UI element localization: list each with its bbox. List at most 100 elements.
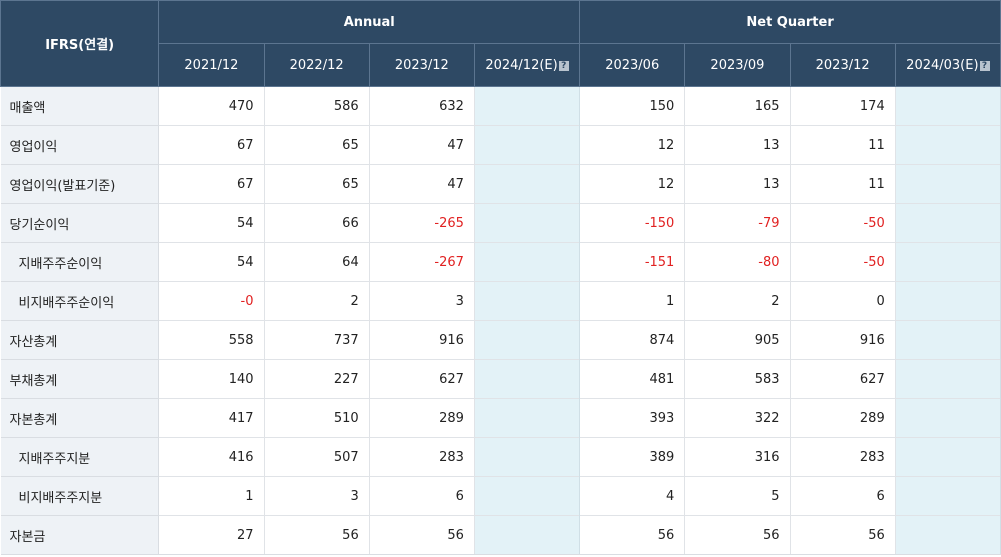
quarter-value-cell: 393 (579, 398, 686, 438)
quarter-value-cell: 389 (579, 437, 686, 477)
quarter-value-cell: 13 (684, 125, 791, 165)
help-icon[interactable]: ? (558, 60, 569, 71)
quarter-estimate-cell (895, 164, 1001, 204)
row-label[interactable]: 당기순이익 (0, 203, 160, 243)
row-label[interactable]: 부채총계 (0, 359, 160, 399)
quarter-estimate-cell (895, 437, 1001, 477)
table-row: 비지배주주순이익 -0 2 3 1 2 0 (0, 281, 1001, 321)
annual-group-header: Annual (158, 0, 581, 44)
annual-value-cell: 916 (369, 320, 475, 360)
annual-estimate-cell (474, 515, 581, 555)
annual-estimate-cell (474, 320, 581, 360)
quarter-value-cell: 12 (579, 164, 686, 204)
quarter-value-cell: 916 (790, 320, 896, 360)
annual-value-cell: 507 (264, 437, 370, 477)
quarter-estimate-cell (895, 359, 1001, 399)
quarter-estimate-cell (895, 242, 1001, 282)
quarter-value-cell: 289 (790, 398, 896, 438)
annual-period-header: 2023/12 (368, 43, 475, 87)
annual-value-cell: 283 (369, 437, 475, 477)
quarter-estimate-cell (895, 320, 1001, 360)
quarter-value-cell: 1 (579, 281, 686, 321)
quarter-value-cell: 481 (579, 359, 686, 399)
quarter-value-cell: 2 (684, 281, 791, 321)
quarter-value-cell: 5 (684, 476, 791, 516)
annual-estimate-cell (474, 398, 581, 438)
row-label[interactable]: 지배주주순이익 (0, 242, 160, 282)
annual-estimate-cell (474, 164, 581, 204)
quarter-estimate-cell (895, 86, 1001, 126)
annual-estimate-cell (474, 203, 581, 243)
quarter-estimate-cell (895, 515, 1001, 555)
row-label[interactable]: 영업이익(발표기준) (0, 164, 160, 204)
quarter-estimate-cell (895, 281, 1001, 321)
ifrs-header: IFRS(연결) (0, 0, 160, 87)
annual-value-cell: 737 (264, 320, 370, 360)
net-quarter-group-header: Net Quarter (579, 0, 1001, 44)
annual-value-cell: 586 (264, 86, 370, 126)
quarter-estimate-cell (895, 476, 1001, 516)
quarter-value-cell: 12 (579, 125, 686, 165)
table-row: 영업이익(발표기준) 67 65 47 12 13 11 (0, 164, 1001, 204)
row-label[interactable]: 지배주주지분 (0, 437, 160, 477)
annual-value-cell: 627 (369, 359, 475, 399)
row-label[interactable]: 비지배주주지분 (0, 476, 160, 516)
row-label[interactable]: 비지배주주순이익 (0, 281, 160, 321)
quarter-estimate-header: 2024/03(E)? (894, 43, 1001, 87)
quarter-value-cell: 56 (790, 515, 896, 555)
table-row: 자본총계 417 510 289 393 322 289 (0, 398, 1001, 438)
quarter-value-cell: 56 (684, 515, 791, 555)
annual-value-cell: 54 (158, 242, 265, 282)
annual-estimate-cell (474, 125, 581, 165)
quarter-value-cell: 583 (684, 359, 791, 399)
quarter-period-header: 2023/12 (789, 43, 896, 87)
annual-value-cell: 47 (369, 125, 475, 165)
quarter-value-cell: 874 (579, 320, 686, 360)
annual-period-header: 2021/12 (158, 43, 265, 87)
row-label[interactable]: 자본금 (0, 515, 160, 555)
table-row: 자본금 27 56 56 56 56 56 (0, 515, 1001, 555)
annual-value-cell: 2 (264, 281, 370, 321)
quarter-value-cell: -50 (790, 203, 896, 243)
annual-estimate-cell (474, 281, 581, 321)
annual-value-cell: 289 (369, 398, 475, 438)
quarter-value-cell: 174 (790, 86, 896, 126)
row-label[interactable]: 자산총계 (0, 320, 160, 360)
annual-value-cell: 65 (264, 164, 370, 204)
annual-value-cell: 140 (158, 359, 265, 399)
annual-value-cell: 6 (369, 476, 475, 516)
quarter-value-cell: -80 (684, 242, 791, 282)
quarter-value-cell: -150 (579, 203, 686, 243)
table-row: 비지배주주지분 1 3 6 4 5 6 (0, 476, 1001, 516)
annual-estimate-cell (474, 476, 581, 516)
quarter-value-cell: 283 (790, 437, 896, 477)
annual-value-cell: 470 (158, 86, 265, 126)
annual-value-cell: 416 (158, 437, 265, 477)
row-label[interactable]: 자본총계 (0, 398, 160, 438)
annual-estimate-cell (474, 359, 581, 399)
annual-value-cell: 66 (264, 203, 370, 243)
row-label[interactable]: 매출액 (0, 86, 160, 126)
quarter-value-cell: 11 (790, 164, 896, 204)
table-row: 지배주주순이익 54 64 -267 -151 -80 -50 (0, 242, 1001, 282)
annual-value-cell: 67 (158, 164, 265, 204)
quarter-estimate-cell (895, 125, 1001, 165)
table-row: 부채총계 140 227 627 481 583 627 (0, 359, 1001, 399)
help-icon[interactable]: ? (979, 60, 990, 71)
annual-value-cell: 558 (158, 320, 265, 360)
table-row: 지배주주지분 416 507 283 389 316 283 (0, 437, 1001, 477)
quarter-value-cell: 150 (579, 86, 686, 126)
annual-value-cell: 417 (158, 398, 265, 438)
annual-value-cell: 3 (369, 281, 475, 321)
annual-value-cell: 65 (264, 125, 370, 165)
annual-estimate-cell (474, 437, 581, 477)
quarter-estimate-label: 2024/03(E) (906, 57, 979, 73)
row-label[interactable]: 영업이익 (0, 125, 160, 165)
table-row: 매출액 470 586 632 150 165 174 (0, 86, 1001, 126)
quarter-estimate-cell (895, 203, 1001, 243)
quarter-period-header: 2023/09 (684, 43, 791, 87)
annual-value-cell: 67 (158, 125, 265, 165)
annual-value-cell: 1 (158, 476, 265, 516)
annual-value-cell: 56 (369, 515, 475, 555)
table-row: 영업이익 67 65 47 12 13 11 (0, 125, 1001, 165)
